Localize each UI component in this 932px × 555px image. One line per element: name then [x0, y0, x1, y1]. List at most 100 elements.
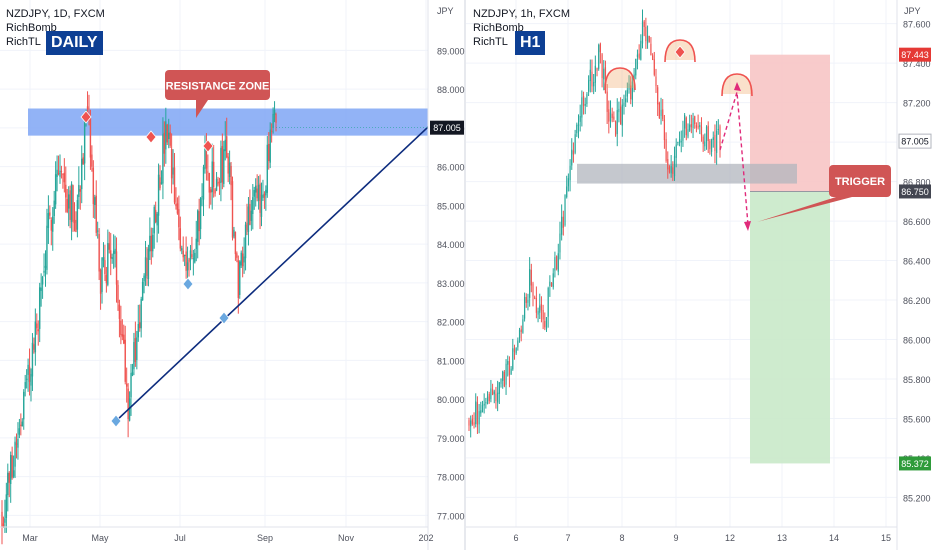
candle-body	[24, 382, 26, 389]
candle-body	[231, 181, 234, 238]
left-chart-panel[interactable]: RESISTANCE ZONE 89.00088.00087.00086.000…	[0, 0, 465, 550]
candle-body	[107, 243, 109, 285]
candle-body	[680, 141, 682, 143]
candle-body	[44, 265, 47, 268]
candle-body	[262, 194, 264, 198]
last-price-tag[interactable]	[898, 133, 932, 149]
candle-body	[259, 183, 261, 213]
candle-body	[609, 112, 612, 122]
candle-body	[11, 455, 13, 478]
right-indicator-2[interactable]: RichTL	[473, 36, 508, 48]
right-symbol-label[interactable]: NZDJPY, 1h, FXCM	[473, 8, 570, 20]
candle-body	[215, 178, 218, 191]
y-tick-label: 89.000	[437, 46, 465, 56]
candle-body	[125, 383, 128, 387]
candle-body	[483, 403, 485, 406]
candle-body	[493, 391, 495, 395]
right-indicator-1[interactable]: RichBomb	[473, 22, 524, 34]
left-price-axis[interactable]: 89.00088.00087.00086.00085.00084.00083.0…	[427, 0, 465, 550]
candle-body	[160, 182, 163, 185]
entry-price-tag[interactable]	[899, 184, 931, 199]
candle-body	[210, 189, 212, 193]
candle-body	[599, 43, 601, 53]
right-chart-panel[interactable]: TRIGGER 87.60087.40087.20087.00086.80086…	[466, 0, 932, 550]
candle-body	[40, 287, 42, 291]
y-tick-label: 77.000	[437, 511, 465, 521]
x-tick-label: May	[91, 533, 109, 543]
candle-body	[490, 388, 492, 400]
candle-body	[224, 139, 226, 152]
candle-body	[96, 230, 99, 232]
candle-body	[273, 109, 276, 115]
candle-body	[217, 182, 219, 185]
candle-body	[57, 173, 60, 175]
candle-body	[147, 248, 150, 280]
candle-body	[220, 147, 222, 183]
candle-body	[168, 132, 170, 139]
last-price-tag[interactable]	[430, 120, 464, 135]
candle-body	[508, 361, 511, 376]
left-symbol-label[interactable]: NZDJPY, 1D, FXCM	[6, 8, 105, 20]
y-tick-label: 81.000	[437, 356, 465, 366]
candle-body	[714, 134, 716, 152]
candle-body	[165, 121, 167, 150]
stop-price-tag[interactable]	[899, 47, 931, 62]
candle-body	[169, 132, 171, 146]
y-tick-label: 85.800	[903, 375, 931, 385]
candle-body	[53, 200, 55, 217]
left-time-axis[interactable]: Mar May Jul Sep Nov 202	[0, 526, 434, 543]
candle-body	[92, 167, 95, 205]
candle-body	[719, 126, 721, 150]
candle-body	[270, 130, 273, 132]
candle-body	[668, 167, 671, 173]
candle-body	[253, 190, 255, 197]
y-tick-label: 78.000	[437, 473, 465, 483]
pivot-low-marker	[182, 277, 194, 291]
pivot-low-marker	[218, 311, 230, 325]
candle-body	[9, 454, 12, 485]
candle-body	[23, 391, 25, 420]
candle-body	[497, 392, 499, 403]
candle-body	[682, 130, 684, 141]
right-price-axis[interactable]: 87.60087.40087.20087.00086.80086.60086.4…	[896, 0, 932, 550]
x-tick-label: 202	[418, 533, 433, 543]
candle-body	[710, 139, 713, 152]
candle-body	[476, 402, 479, 425]
candle-body	[21, 421, 23, 427]
candle-body	[500, 379, 502, 384]
candle-body	[185, 251, 187, 271]
candle-body	[186, 262, 189, 271]
candle-body	[31, 342, 34, 377]
candle-body	[62, 173, 64, 175]
right-legend: NZDJPY, 1h, FXCM RichBomb RichTL	[473, 7, 570, 49]
candle-body	[716, 130, 718, 153]
candle-body	[141, 281, 144, 301]
y-tick-label: 86.000	[437, 163, 465, 173]
candle-body	[189, 250, 192, 261]
target-price-tag[interactable]	[899, 456, 931, 471]
candle-body	[695, 125, 698, 128]
candle-body	[2, 523, 5, 527]
candle-body	[525, 297, 527, 303]
candle-body	[115, 251, 118, 285]
candle-body	[544, 320, 546, 328]
candle-body	[562, 216, 564, 228]
candle-body	[146, 258, 148, 276]
projected-path	[719, 91, 749, 226]
candle-body	[5, 494, 8, 518]
candle-body	[699, 125, 701, 128]
y-tick-label: 87.600	[903, 20, 931, 30]
candle-body	[243, 256, 245, 263]
left-indicator-1[interactable]: RichBomb	[6, 22, 57, 34]
candle-body	[30, 374, 32, 386]
candle-body	[76, 200, 79, 230]
y-tick-label: 86.400	[903, 257, 931, 267]
left-indicator-2[interactable]: RichTL	[6, 36, 41, 48]
y-tick-label: 88.000	[437, 85, 465, 95]
candle-body	[139, 322, 141, 329]
right-time-axis[interactable]: 6 7 8 9 12 13 14 15	[466, 526, 897, 543]
candle-body	[495, 393, 497, 401]
candle-body	[532, 283, 534, 297]
candle-body	[491, 389, 494, 395]
